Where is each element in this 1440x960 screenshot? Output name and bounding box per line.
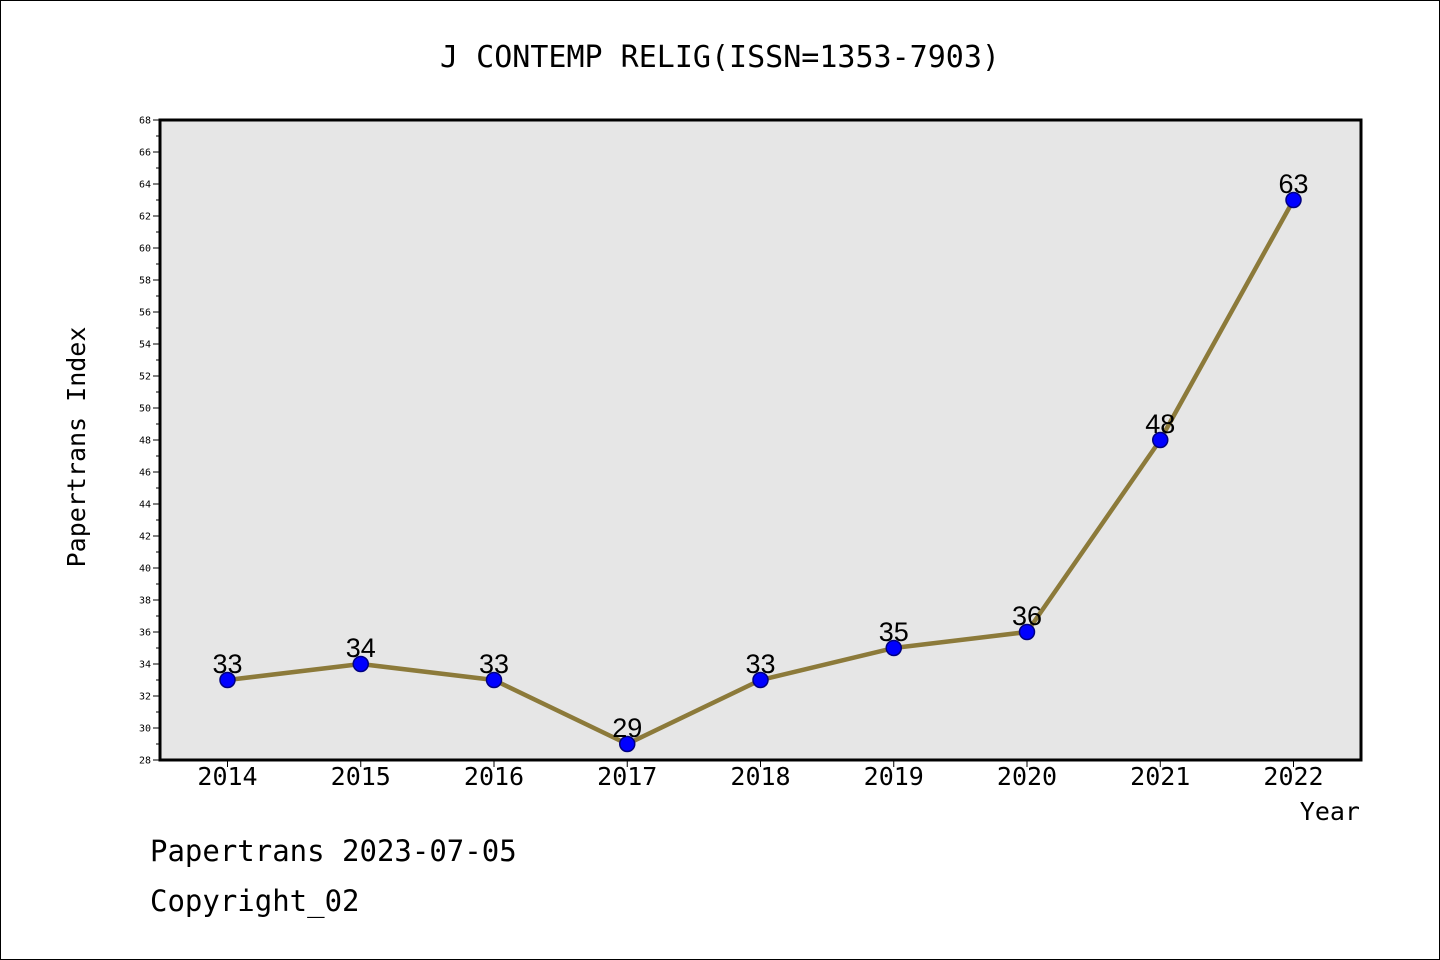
data-point [619, 735, 636, 753]
y-tick-label: 38 [139, 596, 151, 607]
data-label: 48 [1145, 409, 1175, 439]
x-tick-label: 2019 [864, 762, 924, 791]
y-tick-label: 28 [139, 756, 151, 767]
data-point [1018, 623, 1036, 641]
series-layer: 33 34 33 29 33 35 36 48 63 [212, 169, 1309, 753]
data-point [1285, 191, 1302, 209]
data-point [485, 671, 503, 689]
x-tick-label: 2015 [331, 762, 391, 791]
x-axis-label: Year [1300, 797, 1360, 826]
y-tick-label: 50 [139, 404, 151, 415]
y-tick-label: 42 [139, 532, 151, 543]
data-point [352, 655, 369, 673]
data-label: 36 [1012, 601, 1042, 631]
data-label: 33 [212, 649, 242, 679]
y-tick-label: 46 [139, 468, 151, 479]
x-tick-label: 2017 [597, 762, 657, 791]
data-point [885, 639, 902, 657]
y-tick-label: 40 [139, 564, 151, 575]
y-tick-label: 32 [139, 692, 151, 703]
data-label: 35 [879, 617, 909, 647]
footer-copyright: Copyright_02 [150, 884, 360, 918]
y-tick-label: 58 [139, 276, 151, 287]
y-tick-label: 48 [139, 436, 151, 447]
y-tick-label: 62 [139, 212, 151, 223]
y-tick-label: 30 [139, 724, 151, 735]
chart-title: J CONTEMP RELIG(ISSN=1353-7903) [440, 40, 1000, 75]
data-point [752, 671, 769, 689]
x-tick-label: 2014 [197, 762, 257, 791]
y-tick-label: 36 [139, 628, 151, 639]
x-tick-label: 2018 [730, 762, 790, 791]
y-tick-label: 60 [139, 244, 151, 255]
y-tick-label: 52 [139, 372, 151, 383]
footer-date: Papertrans 2023-07-05 [150, 834, 517, 868]
x-tick-label: 2016 [464, 762, 524, 791]
y-tick-label: 64 [139, 180, 151, 191]
y-tick-label: 56 [139, 308, 151, 319]
y-tick-label: 66 [139, 148, 151, 159]
data-label: 33 [479, 649, 509, 679]
y-tick-label: 44 [139, 500, 151, 511]
x-tick-label: 2020 [997, 762, 1057, 791]
y-tick-label: 34 [139, 660, 151, 671]
x-tick-label: 2022 [1263, 762, 1323, 791]
data-label: 29 [612, 713, 642, 743]
x-axis: 2014 2015 2016 2017 2018 2019 2020 2021 2022 [197, 760, 1324, 791]
data-point [1152, 431, 1169, 449]
x-tick-label: 2021 [1130, 762, 1190, 791]
y-axis: 28 30 32 34 36 38 40 42 44 46 48 50 52 54 56 58 60 62 64 66… [139, 116, 160, 767]
data-label: 33 [745, 649, 775, 679]
y-tick-label: 68 [139, 116, 151, 127]
data-point [219, 671, 236, 689]
y-tick-label: 54 [139, 340, 151, 351]
data-label: 63 [1278, 169, 1308, 199]
data-label: 34 [346, 633, 376, 663]
y-axis-label: Papertrans Index [62, 327, 91, 568]
